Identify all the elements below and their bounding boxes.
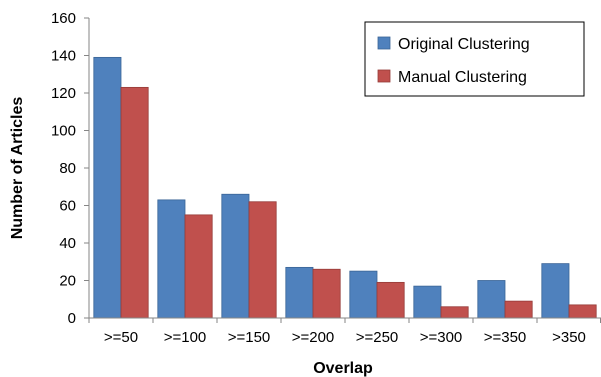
y-tick-label: 40 [59,235,76,252]
bar-original-clustering [285,266,314,319]
y-tick-label: 100 [51,123,76,140]
y-axis-ticks: 0 20 40 60 80 100 120 140 160 [51,10,89,327]
y-tick-label: 120 [51,85,76,102]
bar-manual-clustering [120,86,149,319]
bar-original-clustering [477,280,506,319]
bar-manual-clustering [184,214,213,319]
legend: Original Clustering Manual Clustering [364,21,585,97]
x-tick-label: >=100 [164,329,207,346]
bar-original-clustering [541,263,570,319]
bar-manual-clustering [440,306,469,319]
x-tick-label: >350 [552,329,586,346]
y-tick-label: 60 [59,198,76,215]
y-tick-label: 0 [68,310,76,327]
bar-original-clustering [157,199,186,319]
y-tick-label: 140 [51,48,76,65]
bar-original-clustering [413,285,442,319]
bar-original-clustering [221,193,250,319]
x-tick-label: >=250 [356,329,399,346]
bar-manual-clustering [376,281,405,319]
x-axis-ticks: >=50 >=100 >=150 >=200 >=250 >=300 >=350 >350 [88,318,601,346]
y-tick-label: 160 [51,10,76,27]
y-tick-label: 20 [59,273,76,290]
y-tick-label: 80 [59,160,76,177]
bar-manual-clustering [504,300,533,319]
legend-label-original: Original Clustering [398,36,530,53]
x-tick-label: >=350 [484,329,527,346]
bars [93,56,597,319]
legend-swatch-manual [377,69,391,83]
bar-manual-clustering [568,304,597,319]
x-tick-label: >=200 [292,329,335,346]
legend-box [364,21,585,97]
y-axis-title: Number of Articles [9,97,26,240]
bar-original-clustering [93,56,122,319]
bar-original-clustering [349,270,378,319]
x-tick-label: >=50 [104,329,138,346]
x-tick-label: >=300 [420,329,463,346]
x-tick-label: >=150 [228,329,271,346]
bar-manual-clustering [312,268,341,319]
bar-manual-clustering [248,201,277,319]
legend-swatch-original [377,36,391,50]
x-axis-title: Overlap [313,360,373,377]
legend-label-manual: Manual Clustering [398,69,527,86]
